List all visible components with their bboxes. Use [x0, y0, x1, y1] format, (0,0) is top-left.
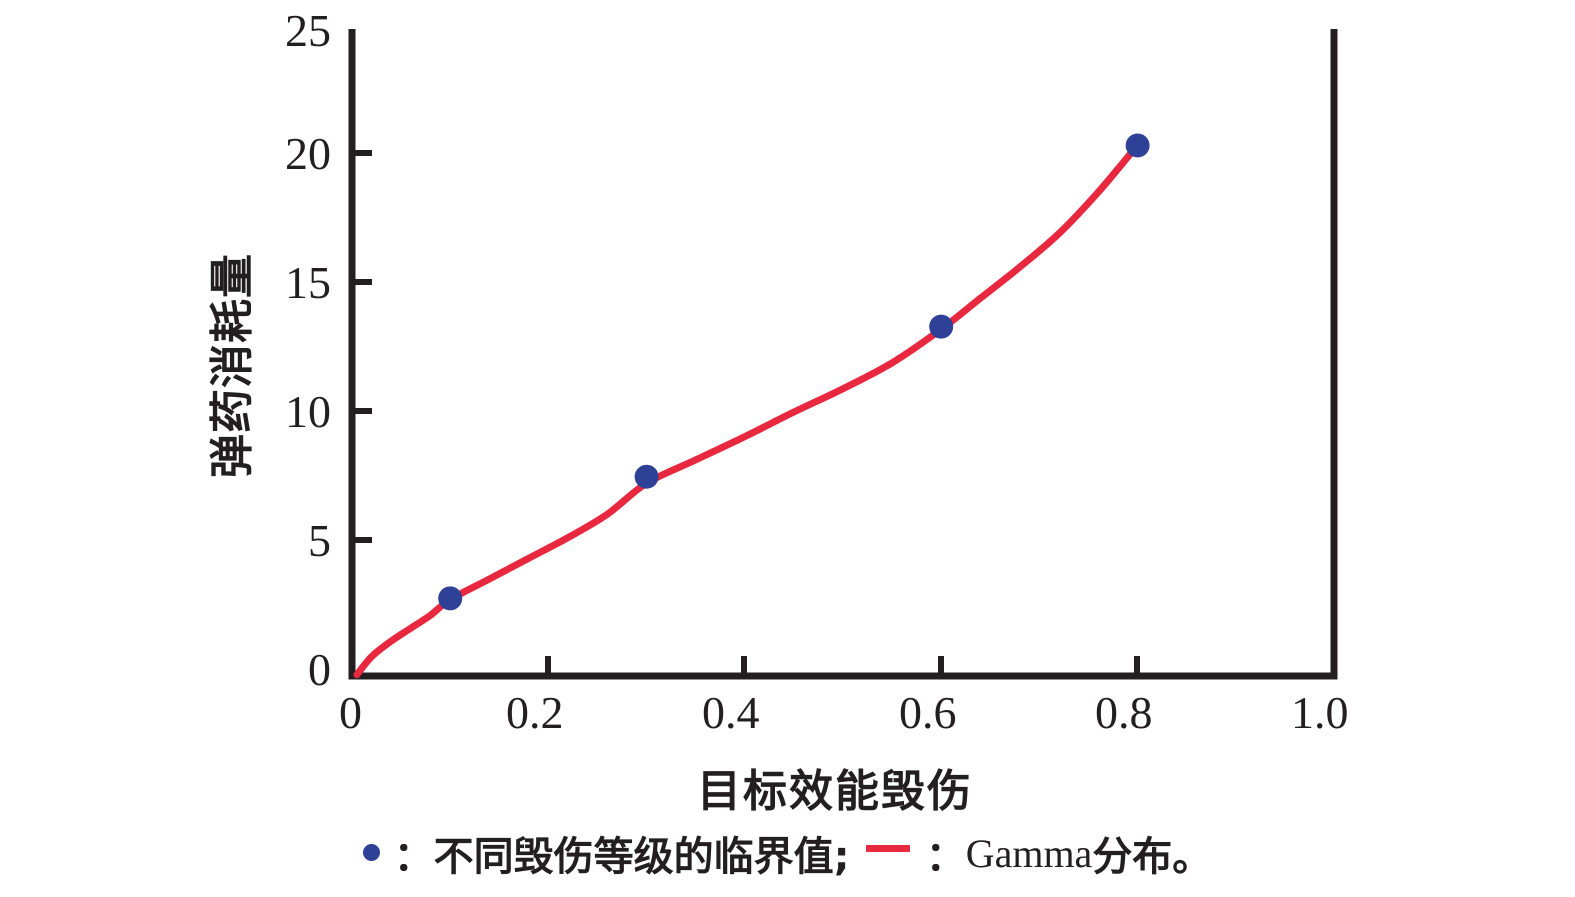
data-point-marker: [929, 314, 954, 339]
ytick-label-25: 25: [285, 5, 331, 56]
data-point-marker: [634, 464, 659, 489]
xtick-label-1.0: 1.0: [1291, 687, 1349, 738]
ytick-label-5: 5: [308, 515, 331, 566]
xtick-label-0.4: 0.4: [702, 687, 760, 738]
xtick-label-0.6: 0.6: [899, 687, 957, 738]
critical-value-markers: [438, 133, 1150, 611]
x-axis-title: 目标效能毁伤: [697, 766, 973, 817]
legend-curve-label-suffix: 分布。: [1092, 834, 1213, 880]
legend-line-swatch-icon: [865, 844, 910, 852]
chart-legend: ：不同毁伤等级的临界值; ： Gamma 分布。: [0, 824, 1575, 882]
legend-item-curve: ： Gamma 分布。: [850, 824, 1213, 882]
y-tick-marks: [352, 150, 372, 543]
gamma-curve: [353, 137, 1147, 679]
ytick-label-0: 0: [308, 644, 331, 695]
xtick-label-0.8: 0.8: [1095, 687, 1153, 738]
y-axis-title: 弹药消耗量: [207, 253, 258, 478]
legend-marker-dot-icon: [362, 843, 380, 861]
axes-frame: [348, 29, 1338, 680]
legend-curve-label-prefix: ：: [925, 834, 966, 880]
data-point-marker: [438, 586, 463, 611]
legend-marker-label: ：不同毁伤等级的临界值;: [393, 834, 850, 880]
axes-box: [348, 29, 1338, 680]
xtick-label-0: 0: [339, 687, 362, 738]
xtick-label-0.2: 0.2: [506, 687, 564, 738]
x-tick-marks: [545, 656, 1140, 676]
ytick-label-15: 15: [285, 257, 331, 308]
legend-item-markers: ：不同毁伤等级的临界值;: [362, 824, 850, 882]
legend-curve-label-latin: Gamma: [965, 830, 1093, 876]
gamma-curve-series: [353, 137, 1147, 679]
ytick-label-20: 20: [285, 128, 331, 179]
data-point-marker: [1125, 133, 1150, 158]
ytick-label-10: 10: [285, 386, 331, 437]
